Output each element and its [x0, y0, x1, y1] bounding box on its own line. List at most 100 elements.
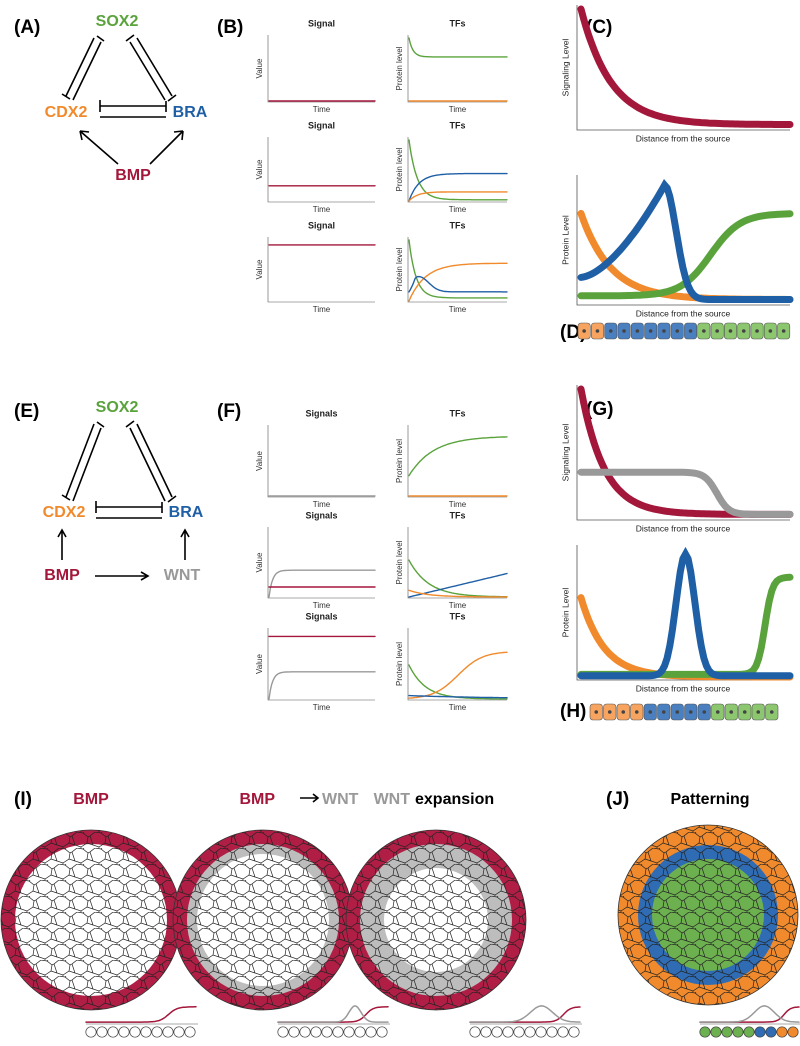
label: WNT: [374, 791, 411, 808]
curve: [577, 179, 794, 303]
label: CDX2: [45, 104, 88, 121]
label: TFs: [449, 220, 465, 230]
curve: [408, 572, 508, 598]
label: Value: [255, 259, 264, 279]
axes: [407, 137, 507, 203]
nucleus: [702, 329, 706, 333]
cell-texture: [173, 830, 353, 1010]
label: Protein level: [395, 147, 404, 191]
curve: [408, 589, 508, 598]
inset-cell: [491, 1026, 503, 1038]
inset-cell: [557, 1026, 569, 1038]
inset-cell: [754, 1026, 766, 1038]
curve: [408, 559, 508, 598]
label: Signal: [308, 18, 335, 28]
label: expansion: [415, 791, 494, 808]
curve: [277, 1005, 389, 1023]
nucleus: [688, 329, 693, 333]
label: (H): [560, 701, 586, 722]
label: TFs: [449, 18, 465, 28]
label: TFs: [449, 408, 465, 418]
label: Time: [313, 305, 331, 314]
nucleus: [741, 329, 746, 333]
inset-cell: [118, 1026, 130, 1038]
axes: [407, 237, 507, 303]
curve: [408, 139, 508, 201]
nucleus: [582, 329, 586, 333]
label: Time: [313, 703, 331, 712]
label: Signaling Level: [560, 39, 570, 97]
label: BMP: [73, 791, 109, 808]
nucleus: [622, 329, 626, 333]
disc-edge: [617, 824, 799, 1006]
label: Time: [449, 601, 467, 610]
nucleus: [648, 329, 653, 333]
nucleus: [675, 329, 680, 333]
label: (F): [217, 401, 241, 422]
inset-cell: [162, 1026, 174, 1038]
cell-texture: [618, 825, 798, 1005]
label: BMP: [115, 167, 151, 184]
label: Distance from the source: [636, 683, 731, 693]
inset-cell: [96, 1026, 108, 1038]
nucleus: [715, 710, 720, 714]
label: Time: [313, 601, 331, 610]
inset-cell: [699, 1026, 711, 1038]
label: (J): [606, 789, 629, 810]
axes: [576, 175, 790, 306]
inset-cell: [732, 1026, 744, 1038]
nucleus: [756, 710, 761, 714]
network-a-edges: [61, 34, 184, 165]
inset-cell: [85, 1026, 97, 1038]
label: Protein level: [395, 247, 404, 291]
inset-cell: [743, 1026, 755, 1038]
curve: [577, 5, 794, 128]
nucleus: [621, 710, 626, 714]
label: Distance from the source: [636, 133, 731, 143]
nucleus: [608, 329, 613, 333]
inset-cell: [787, 1026, 799, 1038]
inset-cell: [376, 1026, 388, 1038]
label: SOX2: [96, 399, 139, 416]
label: Protein Level: [560, 215, 570, 265]
inset-cell: [365, 1026, 377, 1038]
curve: [577, 546, 794, 680]
nucleus: [634, 710, 639, 714]
inset-cell: [140, 1026, 152, 1038]
label: Distance from the source: [636, 523, 731, 533]
label: TFs: [449, 611, 465, 621]
nucleus: [702, 710, 707, 714]
axes: [407, 425, 507, 498]
inset-cell: [354, 1026, 366, 1038]
inset-cell: [513, 1026, 525, 1038]
inset-cell: [524, 1026, 536, 1038]
nucleus: [595, 329, 600, 333]
curve: [577, 468, 794, 518]
label: Signals: [305, 408, 337, 418]
label: Time: [449, 500, 467, 509]
network-e-edges: [57, 420, 320, 803]
axes: [407, 527, 507, 599]
label: Signal: [308, 220, 335, 230]
axes: [576, 5, 790, 131]
inset-cell: [173, 1026, 185, 1038]
label: TFs: [449, 510, 465, 520]
label: Time: [313, 105, 331, 114]
label: Protein level: [395, 642, 404, 686]
label: Value: [255, 451, 264, 471]
label: Time: [449, 105, 467, 114]
curve: [408, 262, 508, 302]
curve: [408, 651, 508, 699]
label: Protein level: [395, 439, 404, 483]
label: Value: [255, 58, 264, 78]
label: (B): [217, 17, 243, 38]
curve: [408, 172, 508, 202]
nucleus: [688, 710, 693, 714]
label: Signal: [308, 120, 335, 130]
label: (I): [14, 789, 32, 810]
nucleus: [742, 710, 747, 714]
nucleus: [728, 329, 733, 333]
curve: [85, 1006, 197, 1023]
inset-cell: [107, 1026, 119, 1038]
